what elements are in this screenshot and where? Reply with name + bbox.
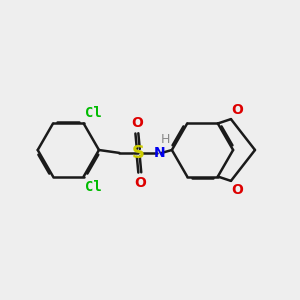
Text: O: O <box>131 116 143 130</box>
Text: O: O <box>232 103 243 117</box>
Text: S: S <box>132 144 145 162</box>
Text: O: O <box>232 183 243 197</box>
Text: N: N <box>154 146 165 160</box>
Text: Cl: Cl <box>85 106 102 120</box>
Text: Cl: Cl <box>85 180 102 194</box>
Text: H: H <box>161 134 170 146</box>
Text: O: O <box>134 176 146 190</box>
